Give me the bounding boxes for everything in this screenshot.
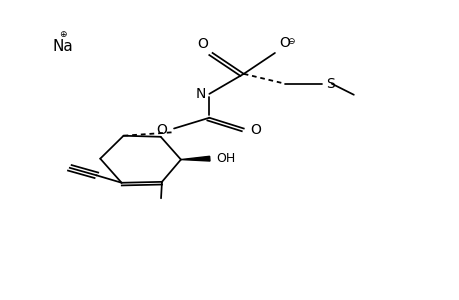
- Text: ⊕: ⊕: [59, 30, 66, 39]
- Text: S: S: [325, 77, 334, 91]
- Text: N: N: [195, 88, 205, 101]
- Polygon shape: [180, 156, 210, 161]
- Text: ⊖: ⊖: [286, 38, 294, 46]
- Text: O: O: [279, 36, 290, 50]
- Text: OH: OH: [215, 152, 235, 165]
- Text: O: O: [156, 123, 167, 137]
- Text: Na: Na: [52, 40, 73, 55]
- Text: O: O: [196, 37, 207, 51]
- Text: O: O: [250, 123, 261, 137]
